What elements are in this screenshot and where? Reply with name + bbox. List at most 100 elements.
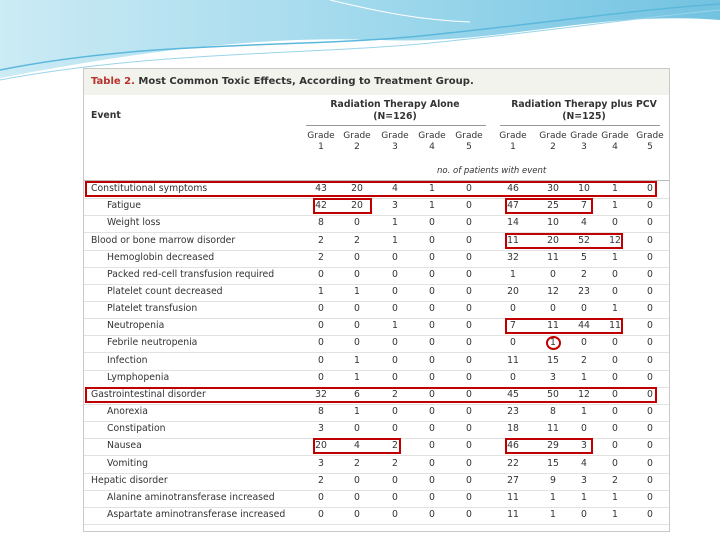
event-label: Infection <box>107 354 148 366</box>
cell-value: 0 <box>647 406 653 418</box>
highlight-ellipse <box>546 336 561 350</box>
cell-value: 2 <box>318 251 324 263</box>
grade-header: Grade 1 <box>307 131 335 152</box>
cell-value: 0 <box>466 303 472 315</box>
cell-value: 0 <box>647 423 653 435</box>
cell-value: 3 <box>581 474 587 486</box>
cell-value: 3 <box>318 423 324 435</box>
cell-value: 0 <box>429 423 435 435</box>
event-label: Alanine aminotransferase increased <box>107 491 275 503</box>
header-rule <box>84 180 669 181</box>
event-label: Fatigue <box>107 200 141 212</box>
cell-value: 0 <box>550 268 556 280</box>
cell-value: 0 <box>612 268 618 280</box>
cell-value: 0 <box>429 388 435 400</box>
cell-value: 4 <box>354 440 360 452</box>
cell-value: 0 <box>612 337 618 349</box>
cell-value: 0 <box>429 217 435 229</box>
cell-value: 11 <box>547 320 559 332</box>
cell-value: 2 <box>612 474 618 486</box>
table-sheet <box>83 68 670 532</box>
cell-value: 1 <box>612 509 618 520</box>
grade-header: Grade 4 <box>418 131 446 152</box>
cell-value: 2 <box>581 268 587 280</box>
cell-value: 0 <box>647 337 653 349</box>
cell-value: 0 <box>466 200 472 212</box>
cell-value: 0 <box>647 371 653 383</box>
cell-value: 0 <box>466 286 472 297</box>
cell-value: 0 <box>354 474 360 486</box>
cell-value: 0 <box>647 251 653 263</box>
cell-value: 0 <box>392 491 398 503</box>
cell-value: 0 <box>392 509 398 520</box>
row-separator <box>84 403 669 405</box>
cell-value: 20 <box>351 200 363 212</box>
cell-value: 1 <box>550 509 556 520</box>
event-label: Neutropenia <box>107 320 165 332</box>
units-label: no. of patients with event <box>437 166 547 176</box>
cell-value: 2 <box>318 474 324 486</box>
cell-value: 32 <box>315 388 327 400</box>
cell-value: 0 <box>510 371 516 383</box>
cell-value: 47 <box>507 200 519 212</box>
group-name: Radiation Therapy plus PCV <box>511 99 657 110</box>
cell-value: 8 <box>550 406 556 418</box>
cell-value: 0 <box>354 251 360 263</box>
row-separator <box>84 266 669 268</box>
cell-value: 0 <box>318 320 324 332</box>
cell-value: 30 <box>547 183 559 194</box>
grade-header: Grade 5 <box>636 131 664 152</box>
cell-value: 1 <box>429 183 435 194</box>
cell-value: 27 <box>507 474 519 486</box>
cell-value: 0 <box>429 337 435 349</box>
cell-value: 0 <box>466 251 472 263</box>
cell-value: 20 <box>547 234 559 246</box>
row-separator <box>84 421 669 423</box>
cell-value: 0 <box>647 388 653 400</box>
cell-value: 0 <box>612 217 618 229</box>
cell-value: 0 <box>318 371 324 383</box>
cell-value: 0 <box>647 200 653 212</box>
row-separator <box>84 318 669 320</box>
cell-value: 0 <box>429 491 435 503</box>
group-n: (N=125) <box>562 111 606 122</box>
cell-value: 1 <box>392 217 398 229</box>
table-title-text: Most Common Toxic Effects, According to … <box>138 76 474 87</box>
row-separator <box>84 489 669 491</box>
cell-value: 46 <box>507 183 519 194</box>
cell-value: 14 <box>507 217 519 229</box>
row-separator <box>84 283 669 285</box>
cell-value: 8 <box>318 217 324 229</box>
cell-value: 1 <box>612 251 618 263</box>
cell-value: 0 <box>466 509 472 520</box>
cell-value: 1 <box>318 286 324 297</box>
event-label: Nausea <box>107 440 142 452</box>
cell-value: 2 <box>392 440 398 452</box>
cell-value: 0 <box>647 440 653 452</box>
cell-value: 11 <box>547 251 559 263</box>
cell-value: 1 <box>354 406 360 418</box>
cell-value: 11 <box>507 509 519 520</box>
group-name: Radiation Therapy Alone <box>330 99 460 110</box>
highlight-box <box>505 198 593 214</box>
cell-value: 0 <box>612 423 618 435</box>
cell-value: 0 <box>392 337 398 349</box>
cell-value: 8 <box>318 406 324 418</box>
cell-value: 0 <box>429 268 435 280</box>
cell-value: 0 <box>429 286 435 297</box>
cell-value: 0 <box>466 371 472 383</box>
cell-value: 43 <box>315 183 327 194</box>
cell-value: 22 <box>507 457 519 469</box>
cell-value: 3 <box>392 200 398 212</box>
cell-value: 0 <box>429 303 435 315</box>
cell-value: 0 <box>392 286 398 297</box>
cell-value: 46 <box>507 440 519 452</box>
cell-value: 0 <box>466 354 472 366</box>
cell-value: 0 <box>392 406 398 418</box>
cell-value: 0 <box>392 303 398 315</box>
grade-header: Grade 2 <box>343 131 371 152</box>
cell-value: 23 <box>578 286 590 297</box>
grade-header: Grade 3 <box>570 131 598 152</box>
cell-value: 1 <box>510 268 516 280</box>
cell-value: 0 <box>581 423 587 435</box>
